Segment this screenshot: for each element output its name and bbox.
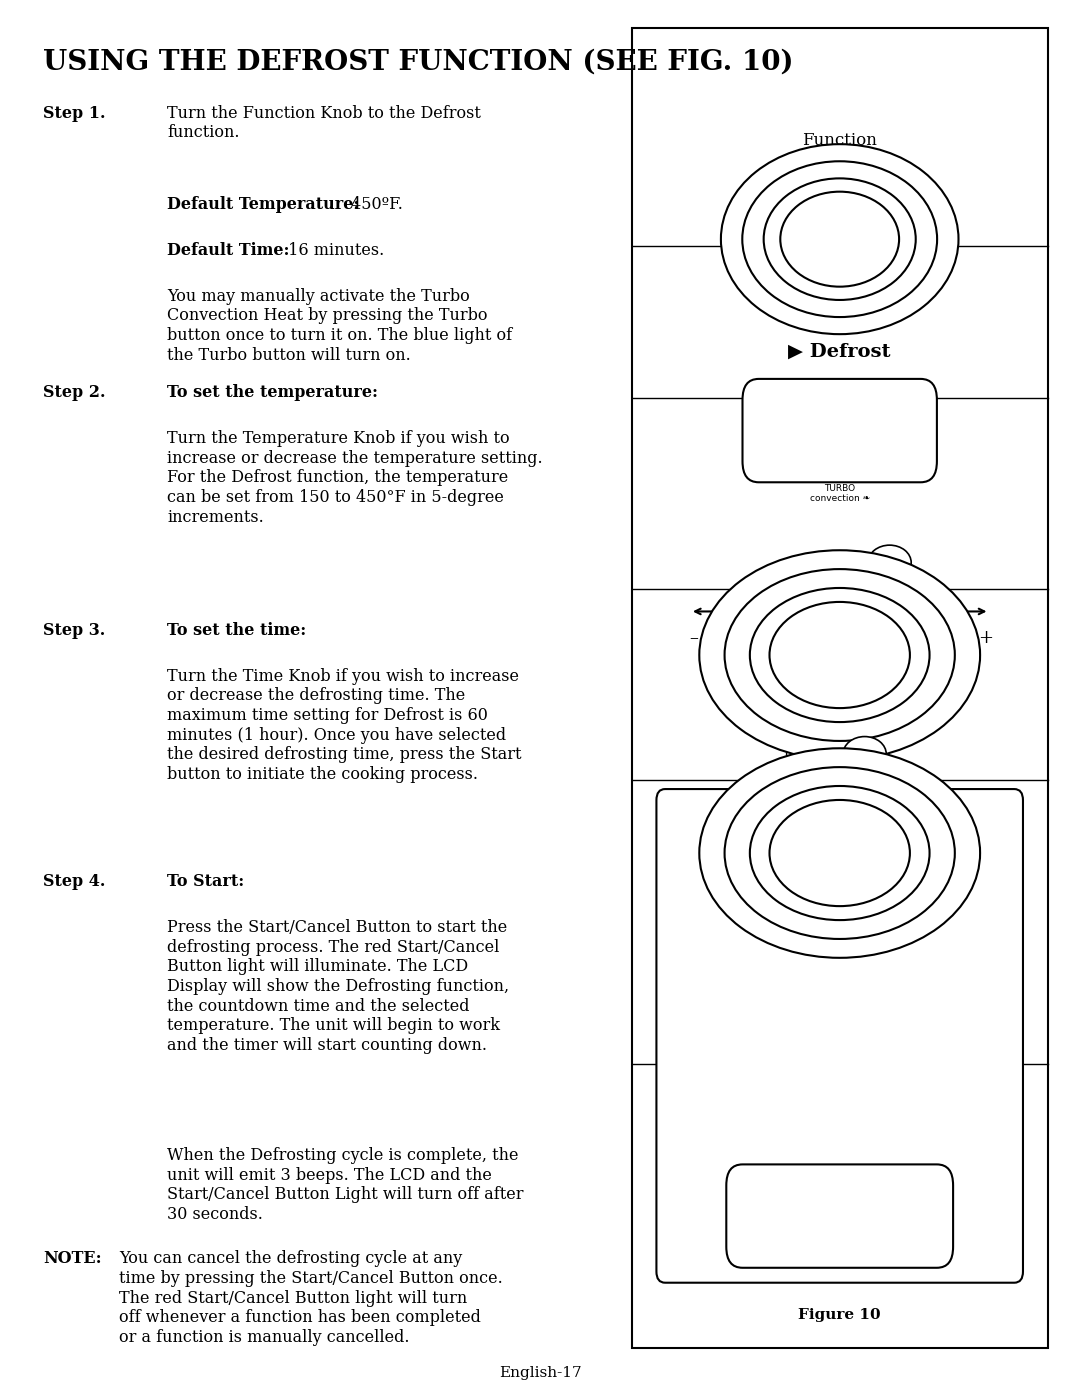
Ellipse shape — [769, 800, 910, 907]
Text: When the Defrosting cycle is complete, the
unit will emit 3 beeps. The LCD and t: When the Defrosting cycle is complete, t… — [167, 1147, 524, 1222]
Ellipse shape — [750, 588, 930, 722]
Text: Warm: Warm — [681, 1125, 707, 1133]
FancyBboxPatch shape — [657, 789, 1023, 1282]
Text: Start/Cancel: Start/Cancel — [782, 1109, 897, 1126]
Text: Temp.: Temp. — [807, 556, 849, 570]
Text: Step 4.: Step 4. — [43, 873, 106, 890]
Ellipse shape — [700, 749, 981, 958]
Text: 16 minutes.: 16 minutes. — [283, 242, 384, 258]
Text: You may manually activate the Turbo
Convection Heat by pressing the Turbo
button: You may manually activate the Turbo Conv… — [167, 288, 513, 363]
Text: Bake: Bake — [681, 958, 703, 967]
Text: Figure 10: Figure 10 — [798, 1308, 881, 1322]
Text: 16:00: 16:00 — [873, 866, 957, 894]
Text: 450: 450 — [867, 1065, 928, 1097]
Text: Default Temperature:: Default Temperature: — [167, 196, 360, 212]
Text: Cookies: Cookies — [681, 1041, 716, 1051]
Text: To Start:: To Start: — [167, 873, 245, 890]
Text: To set the time:: To set the time: — [167, 622, 307, 638]
Ellipse shape — [742, 161, 937, 317]
Text: Temp. ⊕: Temp. ⊕ — [873, 1018, 912, 1027]
Ellipse shape — [868, 545, 912, 580]
Text: Step 3.: Step 3. — [43, 622, 106, 638]
Ellipse shape — [764, 179, 916, 300]
Text: Pizza: Pizza — [681, 916, 704, 925]
Ellipse shape — [769, 602, 910, 708]
Text: English-17: English-17 — [499, 1366, 581, 1380]
Text: Toast: Toast — [681, 833, 705, 842]
Text: +: + — [977, 629, 993, 647]
Ellipse shape — [843, 736, 887, 771]
FancyBboxPatch shape — [632, 28, 1048, 1348]
Text: Broil: Broil — [681, 1000, 703, 1009]
Ellipse shape — [750, 787, 930, 921]
Ellipse shape — [721, 144, 959, 334]
Text: NOTE:: NOTE: — [43, 1250, 102, 1267]
Ellipse shape — [780, 191, 899, 286]
Ellipse shape — [725, 767, 955, 939]
Ellipse shape — [700, 550, 981, 760]
Text: TURBO
convection ❧: TURBO convection ❧ — [810, 483, 869, 503]
Text: USING THE DEFROST FUNCTION (SEE FIG. 10): USING THE DEFROST FUNCTION (SEE FIG. 10) — [43, 49, 794, 75]
Text: 🕐: 🕐 — [862, 749, 868, 759]
Text: Step 1.: Step 1. — [43, 105, 106, 122]
Text: You can cancel the defrosting cycle at any
time by pressing the Start/Cancel But: You can cancel the defrosting cycle at a… — [119, 1250, 502, 1345]
Text: 450ºF.: 450ºF. — [346, 196, 403, 212]
Text: ReHeat: ReHeat — [681, 1207, 714, 1217]
Text: Bagel: Bagel — [681, 875, 706, 884]
Text: Turn the Temperature Knob if you wish to
increase or decrease the temperature se: Turn the Temperature Knob if you wish to… — [167, 430, 543, 525]
Text: ▶ Defrost: ▶ Defrost — [681, 1166, 727, 1175]
FancyBboxPatch shape — [743, 379, 937, 482]
Text: Press the Start/Cancel Button to start the
defrosting process. The red Start/Can: Press the Start/Cancel Button to start t… — [167, 919, 510, 1053]
Text: Function: Function — [802, 131, 877, 148]
Text: Turn the Time Knob if you wish to increase
or decrease the defrosting time. The
: Turn the Time Knob if you wish to increa… — [167, 668, 522, 782]
Text: Step 2.: Step 2. — [43, 384, 106, 401]
Text: –: – — [690, 629, 699, 647]
Text: ⊕: ⊕ — [885, 557, 894, 567]
Text: ▶ Defrost: ▶ Defrost — [788, 342, 891, 360]
Text: Time ⊙: Time ⊙ — [873, 827, 906, 835]
Text: Roast: Roast — [681, 1083, 706, 1091]
Text: °F: °F — [968, 1062, 985, 1076]
Text: Default Time:: Default Time: — [167, 242, 289, 258]
Text: –: – — [690, 827, 699, 845]
Text: To set the temperature:: To set the temperature: — [167, 384, 378, 401]
Text: +: + — [977, 827, 993, 845]
Text: Time: Time — [782, 747, 816, 761]
Ellipse shape — [725, 569, 955, 740]
FancyBboxPatch shape — [726, 1165, 953, 1268]
Text: Turn the Function Knob to the Defrost
function.: Turn the Function Knob to the Defrost fu… — [167, 105, 482, 141]
